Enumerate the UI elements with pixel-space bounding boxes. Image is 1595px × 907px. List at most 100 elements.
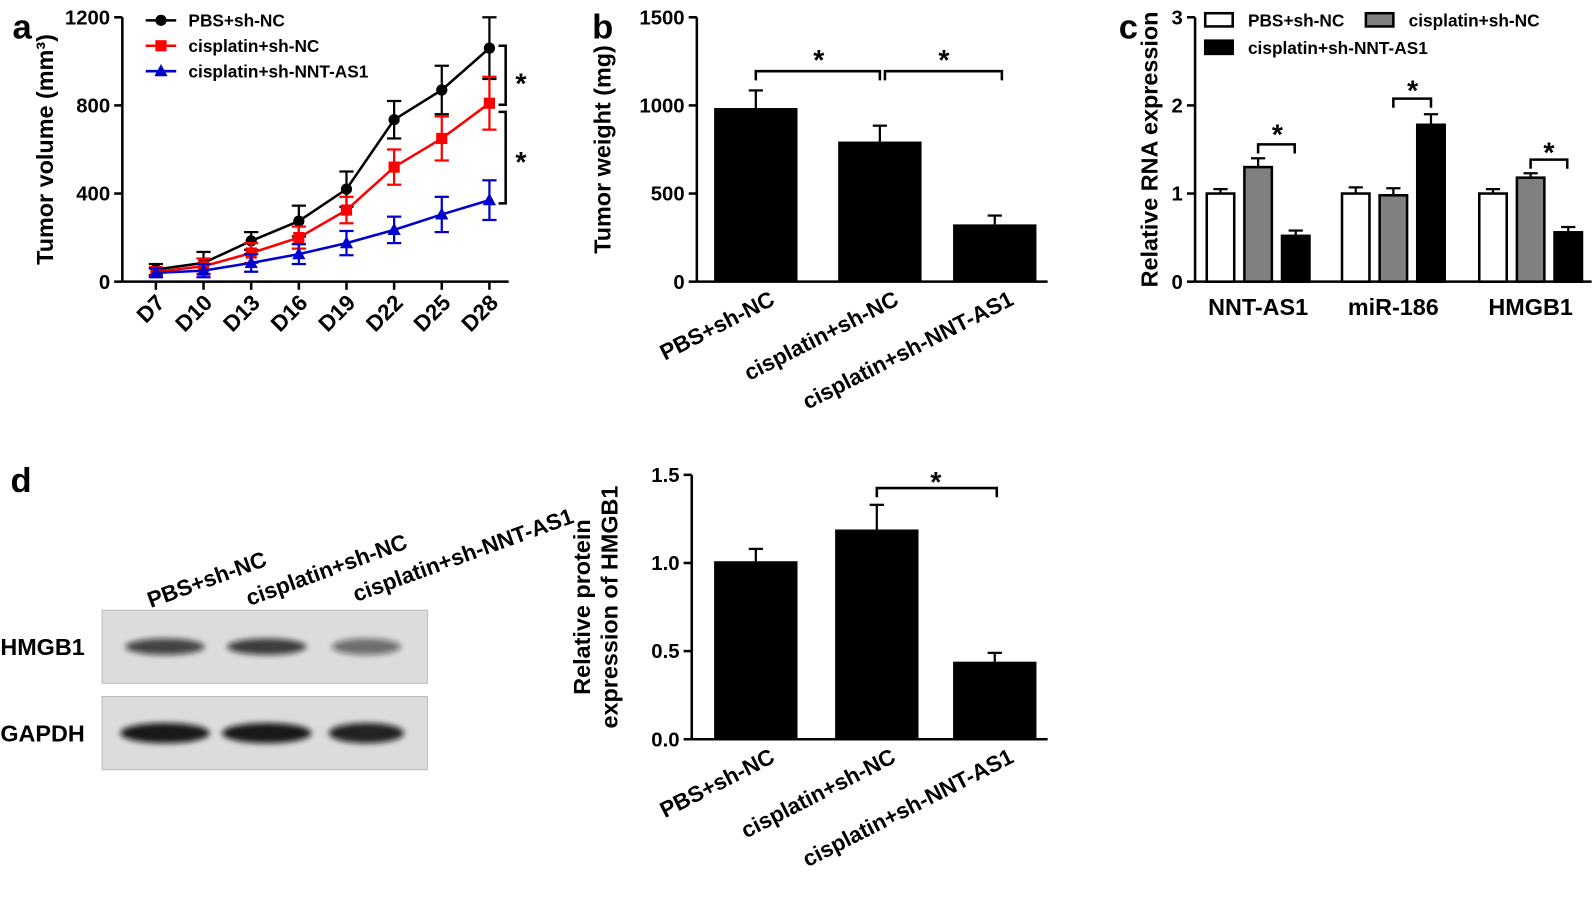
marker — [196, 263, 211, 276]
marker — [292, 247, 306, 260]
bar — [1515, 176, 1546, 283]
blot-band — [227, 638, 307, 655]
significance-bracket — [1256, 143, 1296, 154]
marker — [149, 265, 163, 278]
significance-bracket — [1529, 158, 1569, 169]
bar — [714, 108, 798, 282]
y-tick-label: 2 — [1172, 96, 1183, 118]
bar — [1243, 165, 1274, 283]
significance-star: * — [1407, 76, 1419, 108]
y-tick-label: 1500 — [639, 7, 684, 29]
significance-bracket — [498, 44, 507, 107]
error-bar — [987, 651, 1002, 662]
legend-label: PBS+sh-NC — [1248, 10, 1344, 30]
y-tick-label: 0 — [99, 272, 110, 294]
bar — [714, 561, 798, 740]
error-bar — [987, 214, 1002, 225]
legend-swatch — [1203, 39, 1234, 56]
y-tick-label: 0 — [1172, 272, 1183, 294]
bar — [953, 224, 1037, 282]
y-tick-label: 1.5 — [651, 465, 679, 487]
error-bar — [869, 503, 884, 530]
bar — [1378, 194, 1409, 283]
bar — [1280, 234, 1311, 283]
series-line — [155, 47, 491, 271]
legend-swatch — [1364, 11, 1395, 28]
series-line — [155, 198, 490, 275]
blot-band — [125, 638, 205, 655]
bar — [1478, 192, 1509, 283]
x-tick-label: HMGB1 — [1488, 294, 1572, 320]
marker — [436, 84, 448, 96]
y-tick-label: 1000 — [639, 96, 684, 118]
bar — [1415, 123, 1446, 283]
legend-marker — [154, 64, 168, 77]
bar — [953, 661, 1037, 740]
significance-star: * — [930, 467, 942, 499]
error-bar — [1423, 113, 1439, 125]
legend-label: PBS+sh-NC — [188, 10, 284, 30]
error-bar — [872, 124, 887, 142]
significance-bracket — [754, 69, 882, 81]
y-axis-label: Tumor volume (mm³) — [32, 34, 58, 265]
bar — [1205, 192, 1236, 283]
significance-star: * — [515, 69, 527, 101]
marker — [483, 42, 496, 54]
x-tick-label: miR-186 — [1348, 294, 1439, 320]
x-tick-label: D16 — [266, 290, 313, 337]
significance-bracket — [498, 110, 507, 205]
significance-star: * — [1272, 119, 1284, 151]
significance-bracket — [883, 69, 1004, 81]
y-tick-label: 1.0 — [651, 553, 679, 575]
marker — [388, 161, 400, 173]
x-tick-label: D22 — [361, 290, 408, 337]
x-tick-label: cisplatin+sh-NNT-AS1 — [798, 744, 1017, 872]
y-axis-label: Relative protein — [569, 519, 595, 694]
panel-label: d — [10, 462, 31, 500]
marker — [435, 207, 449, 220]
marker — [387, 222, 401, 235]
error-bar — [1251, 157, 1266, 168]
x-tick-label: D13 — [218, 290, 265, 337]
legend-label: cisplatin+sh-NNT-AS1 — [188, 61, 368, 81]
x-tick-label: D28 — [456, 290, 503, 337]
legend-label: cisplatin+sh-NC — [1409, 10, 1540, 30]
marker — [436, 132, 448, 145]
y-tick-label: 800 — [76, 96, 110, 118]
blot-row-label: HMGB1 — [0, 634, 84, 660]
panel-label: b — [592, 9, 613, 47]
marker — [340, 204, 353, 216]
bar — [1340, 192, 1371, 283]
significance-star: * — [1543, 138, 1555, 170]
significance-bracket — [1392, 97, 1433, 108]
y-axis-label: Relative RNA expression — [1136, 12, 1162, 288]
legend-marker — [155, 40, 167, 52]
marker — [293, 232, 305, 244]
bar — [1553, 231, 1584, 283]
y-axis-label: expression of HMGB1 — [597, 486, 623, 729]
x-tick-label: NNT-AS1 — [1208, 294, 1308, 320]
marker — [244, 255, 258, 269]
legend-marker — [155, 14, 167, 26]
panel-label: c — [1119, 9, 1138, 47]
bar — [835, 529, 919, 740]
error-bar — [748, 89, 763, 109]
legend-label: cisplatin+sh-NC — [188, 36, 319, 56]
x-tick-label: D25 — [409, 290, 456, 337]
y-tick-label: 0.0 — [651, 729, 679, 751]
y-tick-label: 500 — [651, 184, 685, 206]
marker — [483, 97, 496, 109]
bar — [838, 141, 922, 282]
significance-star: * — [813, 45, 825, 77]
blot-band — [328, 722, 404, 744]
blot-row-label: GAPDH — [0, 720, 84, 746]
legend-swatch — [1203, 11, 1234, 28]
blot-band — [120, 722, 210, 744]
marker — [388, 114, 400, 126]
marker — [482, 193, 497, 206]
y-tick-label: 3 — [1172, 7, 1183, 29]
x-tick-label: D10 — [171, 290, 218, 337]
significance-star: * — [515, 147, 527, 179]
significance-bracket — [875, 486, 999, 498]
